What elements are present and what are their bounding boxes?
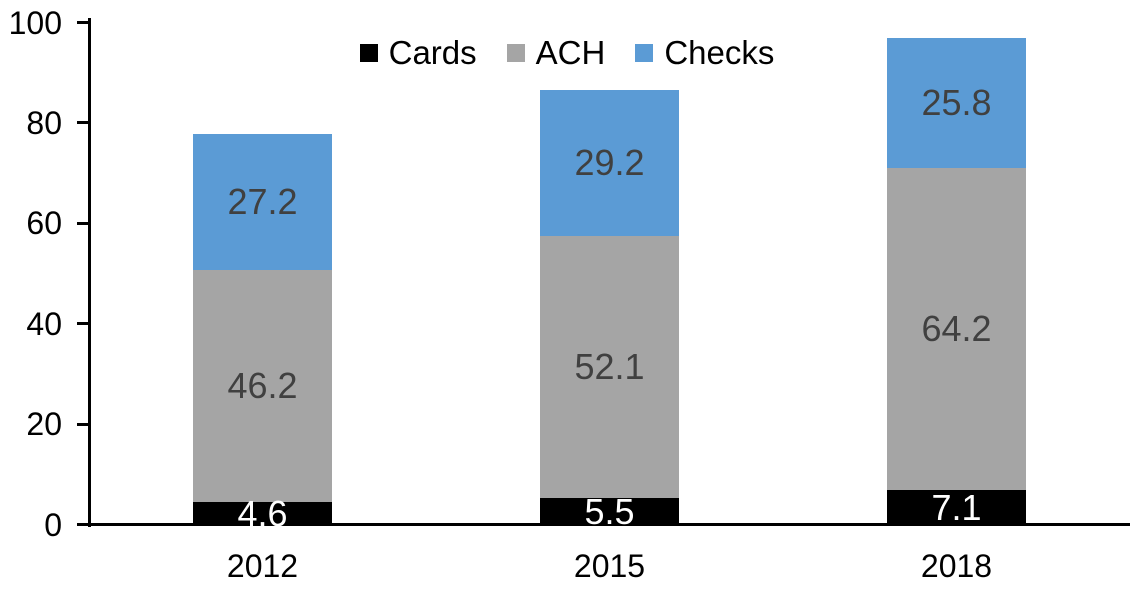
legend-swatch-cards <box>359 43 378 62</box>
y-tick-label: 100 <box>8 4 62 41</box>
bar-value-label: 29.2 <box>574 142 645 184</box>
legend-item-ach: ACH <box>506 34 606 71</box>
y-tick-mark <box>77 221 88 225</box>
bar-value-label: 7.1 <box>931 486 982 528</box>
x-axis-line <box>77 523 1130 526</box>
y-tick-label: 40 <box>26 305 62 342</box>
x-category-label: 2015 <box>573 548 646 584</box>
x-category-label: 2018 <box>920 548 993 584</box>
legend-item-cards: Cards <box>359 34 477 71</box>
bar-segment-ach: 46.2 <box>193 270 332 503</box>
bar-value-label: 27.2 <box>227 181 298 223</box>
bar-segment-cards: 5.5 <box>540 493 679 529</box>
bar-value-label: 5.5 <box>584 490 635 532</box>
chart-legend: Cards ACH Checks <box>0 36 1134 69</box>
y-tick-mark <box>77 422 88 426</box>
x-category-label: 2012 <box>226 548 299 584</box>
legend-label: Checks <box>664 34 775 71</box>
y-tick-mark <box>77 322 88 326</box>
bar-segment-checks: 27.2 <box>193 133 332 271</box>
legend-swatch-checks <box>635 43 654 62</box>
bar-segment-checks: 29.2 <box>540 89 679 237</box>
y-tick-label: 20 <box>26 406 62 443</box>
y-axis-line <box>88 18 91 527</box>
legend-swatch-ach <box>506 43 525 62</box>
bar-value-label: 46.2 <box>227 365 298 407</box>
legend-item-checks: Checks <box>635 36 774 69</box>
bar-value-label: 25.8 <box>921 81 992 123</box>
legend-label: Cards <box>388 34 477 71</box>
y-tick-label: 0 <box>44 506 62 543</box>
bar-segment-cards: 4.6 <box>193 495 332 531</box>
bar-value-label: 64.2 <box>921 307 992 349</box>
y-tick-label: 80 <box>26 104 62 141</box>
bar-segment-cards: 7.1 <box>887 486 1026 528</box>
y-tick-mark <box>77 21 88 24</box>
bar-segment-ach: 52.1 <box>540 236 679 498</box>
y-tick-label: 60 <box>26 205 62 242</box>
bar-segment-checks: 25.8 <box>887 38 1026 168</box>
legend-label: ACH <box>535 34 606 71</box>
bar-value-label: 52.1 <box>574 346 645 388</box>
bar-value-label: 4.6 <box>237 492 288 534</box>
bar-segment-ach: 64.2 <box>887 167 1026 490</box>
y-tick-mark <box>77 121 88 125</box>
